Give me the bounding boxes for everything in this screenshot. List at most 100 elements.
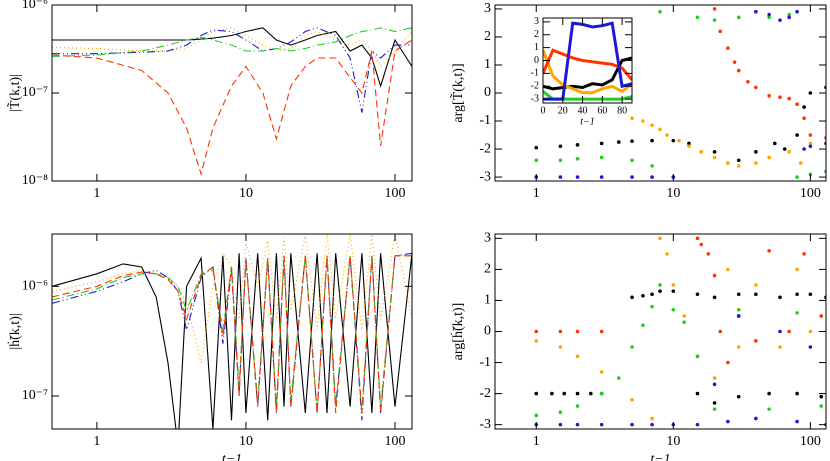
data-point [726, 46, 730, 50]
plot-data [52, 27, 412, 177]
data-point [754, 150, 758, 154]
data-point [671, 307, 676, 312]
data-point [736, 345, 741, 349]
x-tick-label: 40 [578, 105, 588, 116]
data-point [575, 175, 580, 179]
data-point [665, 252, 669, 256]
data-line [543, 48, 632, 81]
x-tick-label: 80 [617, 105, 627, 116]
data-point [630, 398, 634, 402]
data-point [641, 293, 645, 298]
axes-frame [51, 4, 413, 182]
data-point [778, 329, 782, 334]
panel: 1 10 100 -3 -2 -1 0 1 2 3 t−1 arg[ḣ̃(k,t)] [450, 231, 827, 461]
data-point [746, 79, 750, 84]
panel: 1 10 100 10⁻⁷ 10⁻⁶ t−1 |ḣ̃(k,t)| [7, 233, 413, 461]
data-point [682, 314, 686, 318]
data-point [767, 15, 771, 20]
axes-frame [51, 233, 413, 430]
data-point [767, 155, 771, 160]
data-line [52, 253, 412, 429]
data-point [795, 9, 799, 14]
data-point [736, 158, 741, 163]
x-tick-label: 100 [800, 434, 821, 449]
data-point [819, 404, 824, 408]
data-point [712, 7, 717, 11]
data-point [787, 12, 791, 17]
data-point [787, 150, 791, 154]
x-axis-label: t−1 [650, 452, 670, 461]
x-tick-label: 1 [533, 434, 540, 449]
data-point [562, 391, 567, 396]
data-point [558, 345, 563, 349]
y-tick-label: -2 [479, 386, 491, 401]
data-point [808, 141, 813, 146]
data-point [712, 150, 717, 154]
x-tick-label: 100 [385, 434, 406, 449]
data-point [795, 311, 799, 315]
y-tick-label: 2 [484, 262, 491, 277]
data-point [795, 133, 799, 137]
data-point [677, 138, 681, 143]
data-point [599, 370, 604, 374]
x-tick-label: 60 [597, 105, 607, 116]
data-point [650, 422, 654, 427]
data-point [778, 18, 782, 22]
data-point [767, 94, 771, 98]
data-point [808, 144, 813, 149]
data-point [795, 419, 799, 424]
y-axis-label: |T̃(k,t)| [6, 74, 23, 112]
data-point [534, 339, 539, 343]
data-point [599, 422, 604, 427]
data-point [550, 391, 554, 396]
data-point [641, 323, 645, 328]
data-point [767, 407, 771, 411]
data-point [558, 329, 563, 334]
y-tick-label: 1 [484, 293, 491, 308]
data-point [718, 29, 723, 34]
y-tick-label: 10⁻⁸ [22, 173, 48, 188]
data-point [699, 150, 704, 154]
data-point [767, 248, 771, 253]
data-point [558, 422, 563, 427]
data-line [52, 39, 412, 177]
data-point [754, 85, 758, 90]
data-line [52, 27, 412, 58]
data-point [808, 329, 813, 334]
data-point [726, 161, 730, 165]
data-point [795, 267, 799, 272]
data-point [575, 329, 580, 334]
data-line [52, 234, 412, 364]
data-point [599, 175, 604, 179]
data-point [712, 376, 717, 380]
data-point [671, 289, 676, 293]
data-point [658, 236, 662, 241]
plot-data [52, 234, 412, 429]
data-point [650, 416, 654, 421]
data-point [736, 307, 741, 312]
y-tick-label: 3 [484, 1, 491, 16]
data-point [726, 419, 730, 424]
data-line [543, 21, 632, 101]
data-point [795, 102, 799, 107]
data-point [671, 283, 676, 287]
data-point [754, 9, 758, 14]
x-tick-label: 100 [385, 186, 406, 201]
x-tick-label: 10 [666, 186, 680, 201]
y-tick-label: -1 [479, 113, 491, 128]
data-point [575, 157, 580, 161]
data-point [558, 175, 563, 179]
data-point [650, 304, 654, 309]
panel: 1 10 100 10⁻⁸ 10⁻⁷ 10⁻⁶ |T̃(k,t)| [6, 0, 413, 201]
data-point [802, 105, 806, 109]
data-point [712, 407, 717, 411]
axes-frame [494, 233, 827, 430]
data-point [558, 410, 563, 415]
data-point [736, 394, 741, 399]
inset-panel: 0 20 40 60 80 -3-2 -1 0 1 2 3 t−1 [531, 16, 633, 127]
data-point [802, 147, 806, 151]
plot-data [543, 21, 632, 101]
data-point [706, 252, 711, 256]
